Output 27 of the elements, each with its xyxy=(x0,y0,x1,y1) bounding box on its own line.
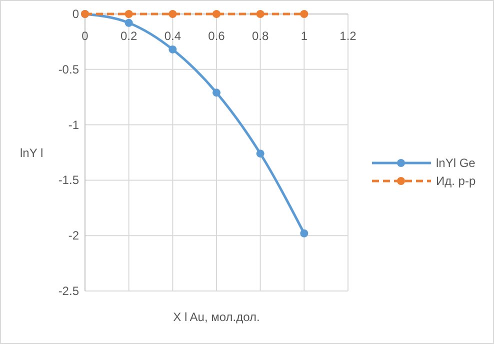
y-tick-label: -2.5 xyxy=(58,284,80,298)
point xyxy=(256,150,264,158)
legend-label: Ид. р-р xyxy=(436,174,476,188)
point xyxy=(300,229,308,238)
y-tick-label: -1.5 xyxy=(58,173,80,188)
x-tick-label: 1 xyxy=(300,29,308,43)
y-tick-label: -2 xyxy=(68,228,80,243)
x-tick-label: 0.2 xyxy=(120,29,138,43)
legend-label: lnYl Ge xyxy=(436,156,476,170)
x-tick-label: 0.4 xyxy=(164,29,182,43)
y-axis-title: lnY l xyxy=(20,146,44,160)
point xyxy=(300,10,308,18)
x-tick-label: 1.2 xyxy=(340,29,357,43)
point xyxy=(168,10,177,18)
x-tick-label: 0.8 xyxy=(252,29,269,43)
point xyxy=(212,88,220,97)
x-tick-label: 0.6 xyxy=(208,29,226,43)
point xyxy=(124,10,133,18)
y-tick-label: -0.5 xyxy=(58,62,80,76)
point xyxy=(124,18,133,27)
point xyxy=(212,10,220,18)
point xyxy=(168,45,177,54)
y-tick-label: 0 xyxy=(72,7,80,21)
y-tick-label: -1 xyxy=(68,118,80,132)
point xyxy=(256,10,264,18)
x-tick-label: 0 xyxy=(82,29,89,43)
x-axis-title: X l Au, мол.дол. xyxy=(173,310,260,324)
